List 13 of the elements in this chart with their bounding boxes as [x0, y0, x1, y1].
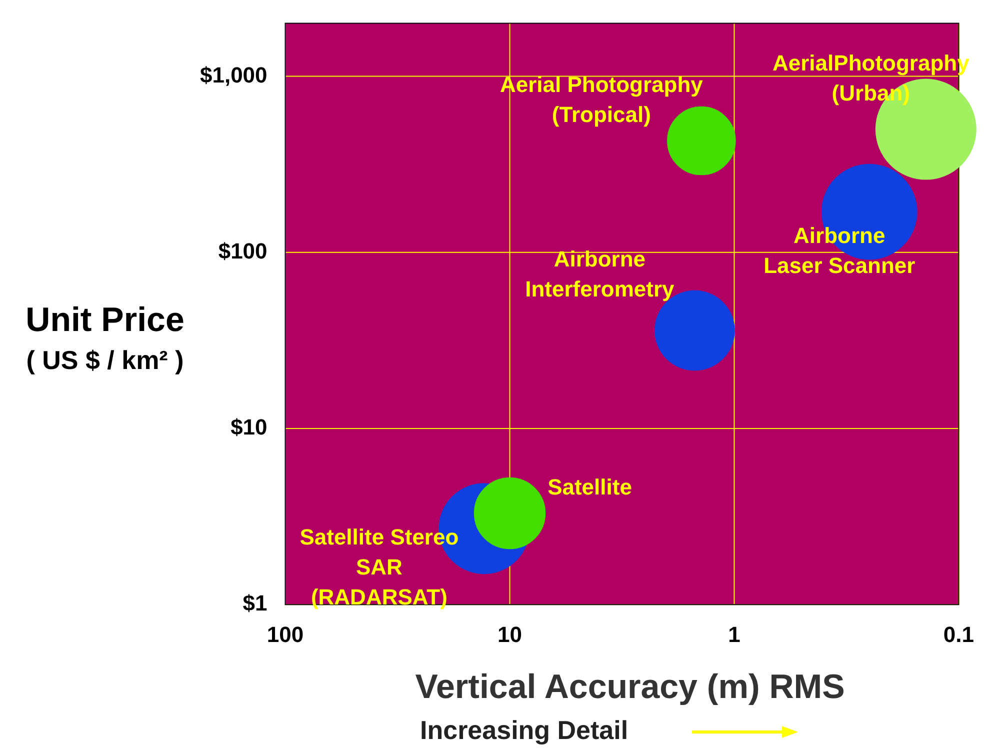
y-tick-label: $100: [218, 238, 268, 264]
x-axis-title: Vertical Accuracy (m) RMS: [414, 668, 846, 707]
x-tick-label: 1: [728, 622, 740, 647]
y-axis-title: Unit Price ( US $ / km² ): [24, 300, 186, 377]
text: Increasing Detail: [420, 715, 628, 746]
x-tick-label: 0.1: [943, 622, 974, 647]
x-tick-label: 10: [498, 622, 522, 647]
series-label: Airborne Interferometry: [525, 246, 676, 302]
y-tick-label: $1: [242, 590, 268, 616]
y-tick-label: $1,000: [200, 62, 268, 88]
series-label: Satellite: [548, 474, 632, 500]
y-tick-label: $10: [230, 414, 268, 440]
x-tick-label: 100: [266, 622, 304, 647]
